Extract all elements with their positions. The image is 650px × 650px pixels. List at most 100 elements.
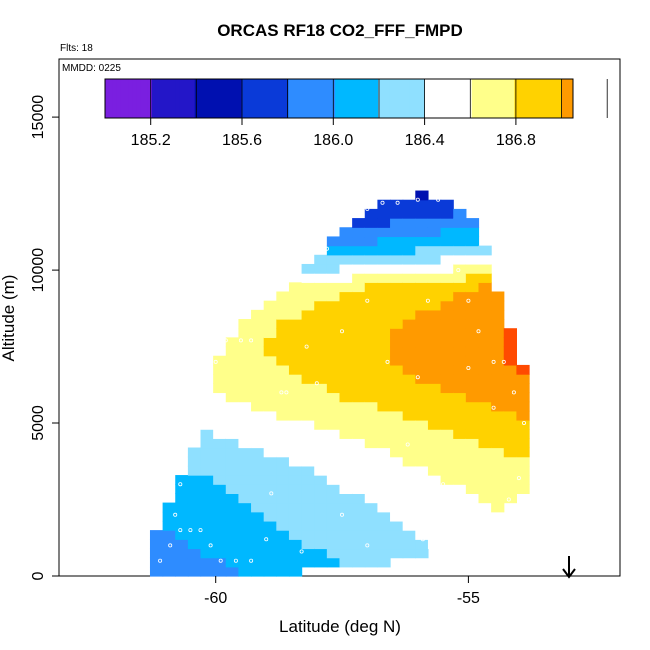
heatmap-cell xyxy=(390,337,404,348)
heatmap-cell xyxy=(427,273,442,283)
heatmap-cell xyxy=(402,383,416,394)
heatmap-cell xyxy=(402,254,416,265)
sample-point xyxy=(198,420,203,425)
heatmap-cell xyxy=(377,291,391,302)
heatmap-cell xyxy=(225,447,240,458)
heatmap-cell xyxy=(427,218,442,228)
heatmap-cell xyxy=(352,273,366,283)
heatmap-cell xyxy=(301,309,315,320)
heatmap-cell xyxy=(453,530,467,540)
heatmap-cell xyxy=(326,438,341,449)
heatmap-cell xyxy=(187,557,202,568)
heatmap-cell xyxy=(427,355,442,366)
heatmap-cell xyxy=(251,374,265,384)
heatmap-cell xyxy=(301,429,315,439)
heatmap-cell xyxy=(465,364,480,375)
heatmap-cell xyxy=(276,511,290,522)
heatmap-cell xyxy=(402,401,416,412)
heatmap-cell xyxy=(238,438,252,449)
heatmap-cell xyxy=(364,374,379,384)
heatmap-cell xyxy=(339,456,353,467)
heatmap-cell xyxy=(453,456,467,467)
colorbar-segment xyxy=(541,79,547,118)
heatmap-cell xyxy=(465,475,480,485)
colorbar-tick-label: 186.0 xyxy=(313,132,353,149)
heatmap-cell xyxy=(440,273,454,283)
heatmap-cell xyxy=(276,401,290,412)
heatmap-cell xyxy=(162,511,176,522)
heatmap-cell xyxy=(251,309,265,320)
colorbar-segment xyxy=(206,79,211,118)
heatmap-cell xyxy=(465,493,480,504)
heatmap-cell xyxy=(427,502,442,513)
heatmap-cell xyxy=(377,374,391,384)
heatmap-cell xyxy=(465,465,480,476)
heatmap-cell xyxy=(415,245,429,256)
heatmap-cell xyxy=(251,484,265,494)
heatmap-cell xyxy=(465,530,480,540)
heatmap-cell xyxy=(364,530,379,540)
heatmap-cell xyxy=(402,475,416,485)
heatmap-cell xyxy=(238,447,252,458)
colorbar-segment xyxy=(257,79,262,118)
sample-point xyxy=(516,476,521,481)
heatmap-cell xyxy=(225,465,240,476)
heatmap-cell xyxy=(453,300,467,311)
heatmap-cell xyxy=(276,502,290,513)
colorbar-segment xyxy=(354,79,359,118)
heatmap-cell xyxy=(415,199,429,210)
heatmap-cell xyxy=(200,429,214,439)
heatmap-cell xyxy=(415,328,429,338)
heatmap-cell xyxy=(364,401,379,412)
colorbar-segment xyxy=(510,79,515,118)
heatmap-cell xyxy=(465,383,480,394)
heatmap-cell xyxy=(352,227,366,238)
heatmap-cell xyxy=(162,566,176,577)
heatmap-cell xyxy=(301,493,315,504)
heatmap-cell xyxy=(263,319,277,329)
heatmap-cell xyxy=(339,493,353,504)
heatmap-cell xyxy=(427,511,442,522)
heatmap-cell xyxy=(503,337,517,348)
heatmap-cell xyxy=(213,465,227,476)
sample-point xyxy=(269,491,274,496)
heatmap-cell xyxy=(390,419,404,430)
heatmap-cell xyxy=(301,530,315,540)
heatmap-cell xyxy=(402,520,416,531)
heatmap-cell xyxy=(301,263,315,274)
heatmap-cell xyxy=(364,520,379,531)
colorbar-segment xyxy=(397,79,402,118)
heatmap-cell xyxy=(364,364,379,375)
colorbar-segment xyxy=(456,79,461,118)
colorbar-segment xyxy=(214,79,219,118)
colorbar-segment xyxy=(132,79,137,118)
heatmap-cell xyxy=(402,337,416,348)
heatmap-cell xyxy=(301,465,315,476)
heatmap-cell xyxy=(288,419,303,430)
heatmap-cell xyxy=(402,291,416,302)
heatmap-cell xyxy=(213,520,227,531)
heatmap-cell xyxy=(213,484,227,494)
heatmap-cell xyxy=(453,245,467,256)
heatmap-cell xyxy=(377,208,391,219)
heatmap-cell xyxy=(314,557,328,568)
sample-point xyxy=(415,197,420,202)
heatmap-cell xyxy=(377,520,391,531)
heatmap-cell xyxy=(187,539,202,550)
heatmap-cell xyxy=(453,309,467,320)
sample-point xyxy=(178,482,183,487)
heatmap-cell xyxy=(288,502,303,513)
heatmap-cell xyxy=(516,456,530,467)
heatmap-cell xyxy=(440,429,454,439)
heatmap-cell xyxy=(427,374,442,384)
heatmap-cell xyxy=(516,475,530,485)
heatmap-cell xyxy=(364,309,379,320)
heatmap-cell xyxy=(415,254,429,265)
heatmap-cell xyxy=(326,291,341,302)
heatmap-cell xyxy=(352,493,366,504)
heatmap-cell xyxy=(263,447,277,458)
heatmap-cell xyxy=(440,291,454,302)
heatmap-cell xyxy=(251,438,265,449)
heatmap-cell xyxy=(440,438,454,449)
heatmap-cell xyxy=(364,346,379,357)
